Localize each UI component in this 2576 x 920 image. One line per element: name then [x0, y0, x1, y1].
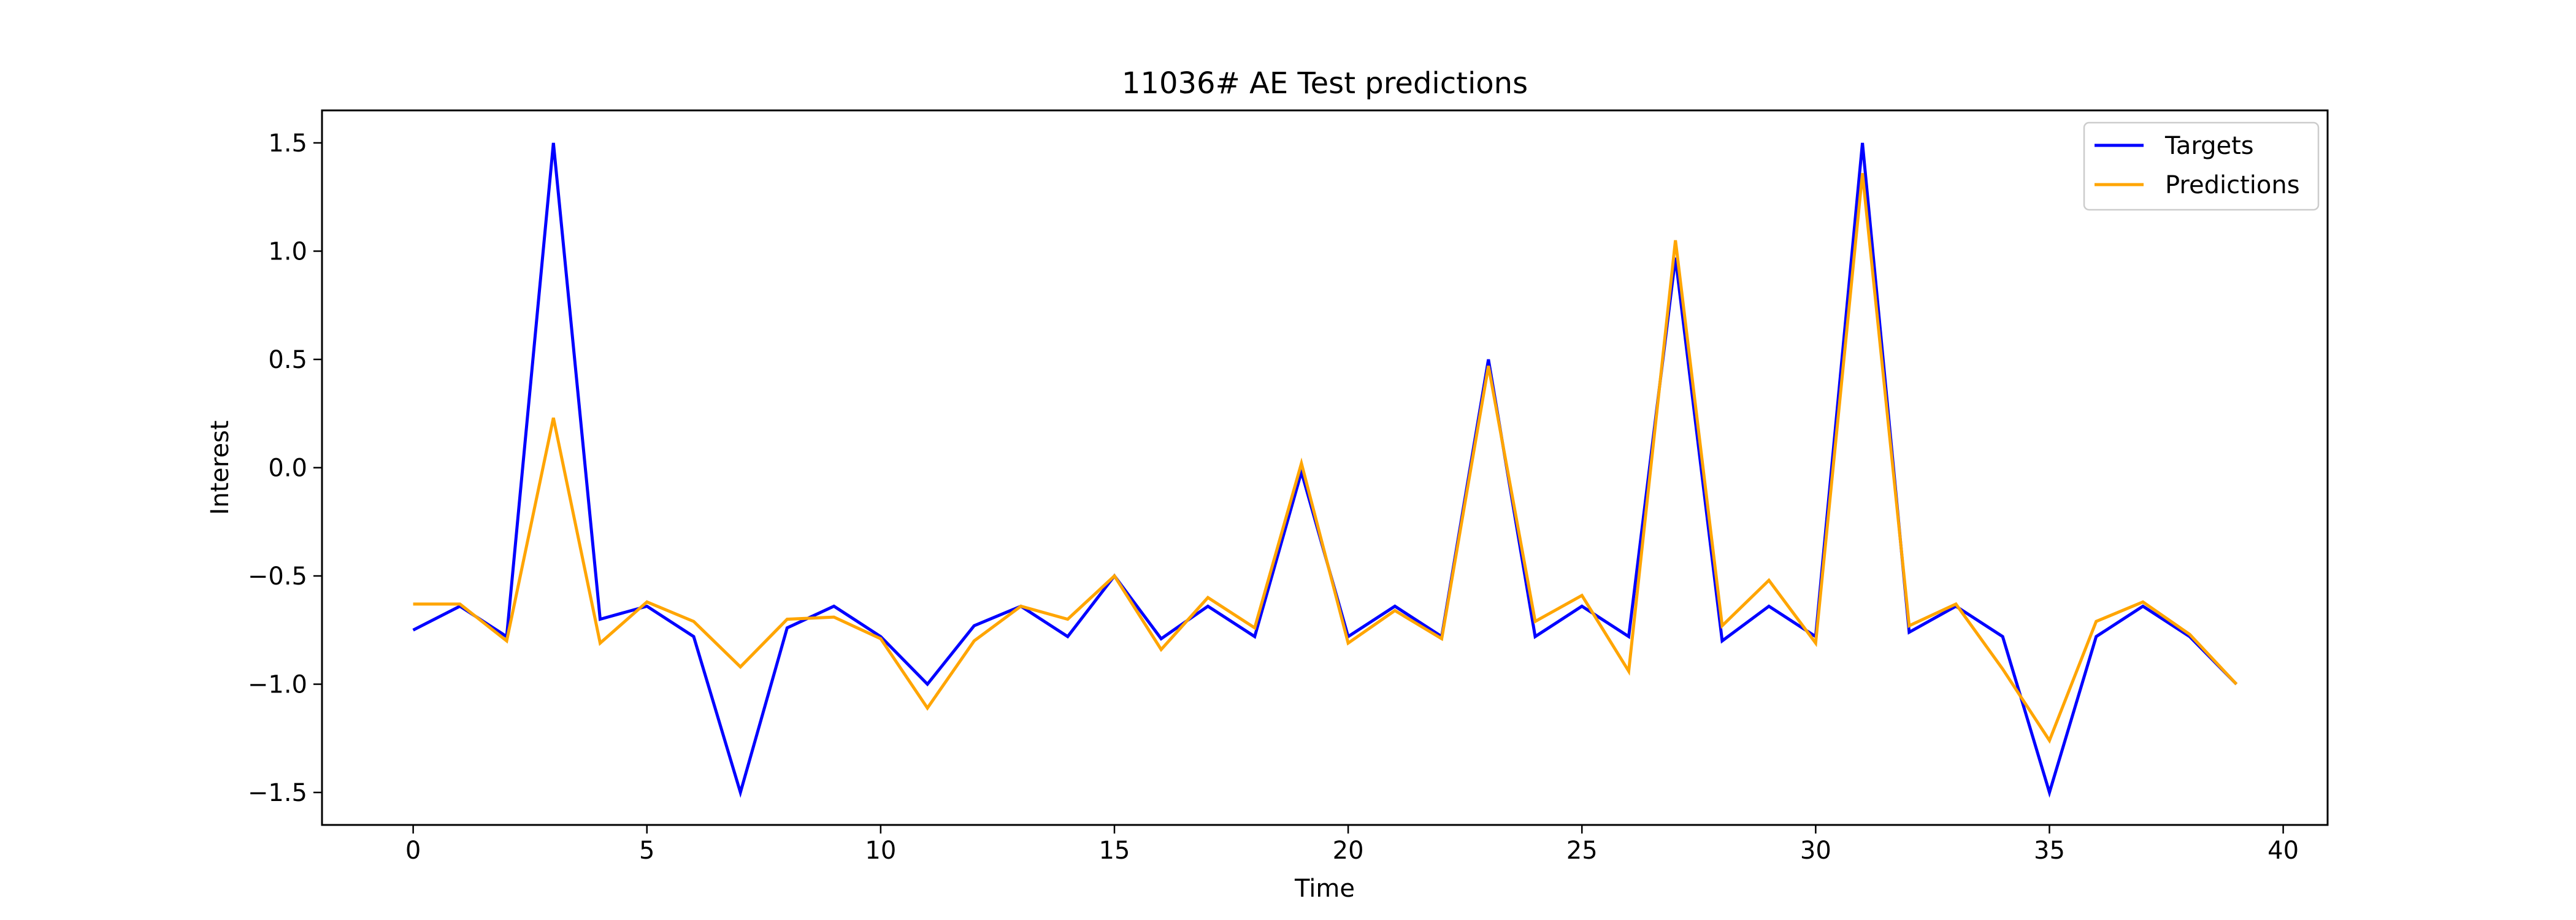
x-tick-label: 20 [1333, 837, 1364, 865]
y-tick-label: −1.0 [248, 671, 307, 699]
x-tick-label: 30 [1800, 837, 1831, 865]
x-tick-label: 5 [639, 837, 654, 865]
y-tick-label: 1.5 [268, 129, 307, 158]
y-tick-label: 0.0 [268, 454, 307, 483]
y-tick-label: 1.0 [268, 237, 307, 266]
x-tick-label: 10 [865, 837, 896, 865]
y-axis-ticks: −1.5 −1.0 −0.5 0.0 0.5 1.0 1.5 [248, 129, 322, 807]
series-layer [412, 142, 2238, 798]
x-axis-label: Time [1294, 875, 1355, 903]
x-tick-label: 25 [1566, 837, 1598, 865]
x-tick-label: 35 [2034, 837, 2065, 865]
y-tick-label: −1.5 [248, 779, 307, 807]
legend-label-predictions: Predictions [2165, 171, 2300, 199]
y-axis-label: Interest [206, 420, 234, 515]
legend-label-targets: Targets [2164, 132, 2254, 160]
y-tick-label: −0.5 [248, 562, 307, 591]
x-tick-label: 15 [1099, 837, 1130, 865]
x-tick-label: 0 [405, 837, 421, 865]
x-tick-label: 40 [2267, 837, 2299, 865]
y-tick-label: 0.5 [268, 346, 307, 374]
series-line-predictions [413, 173, 2238, 744]
x-axis-ticks: 0 5 10 15 20 25 30 35 40 [405, 825, 2299, 865]
legend: Targets Predictions [2083, 121, 2320, 211]
chart-title: 11036# AE Test predictions [1122, 66, 1528, 101]
